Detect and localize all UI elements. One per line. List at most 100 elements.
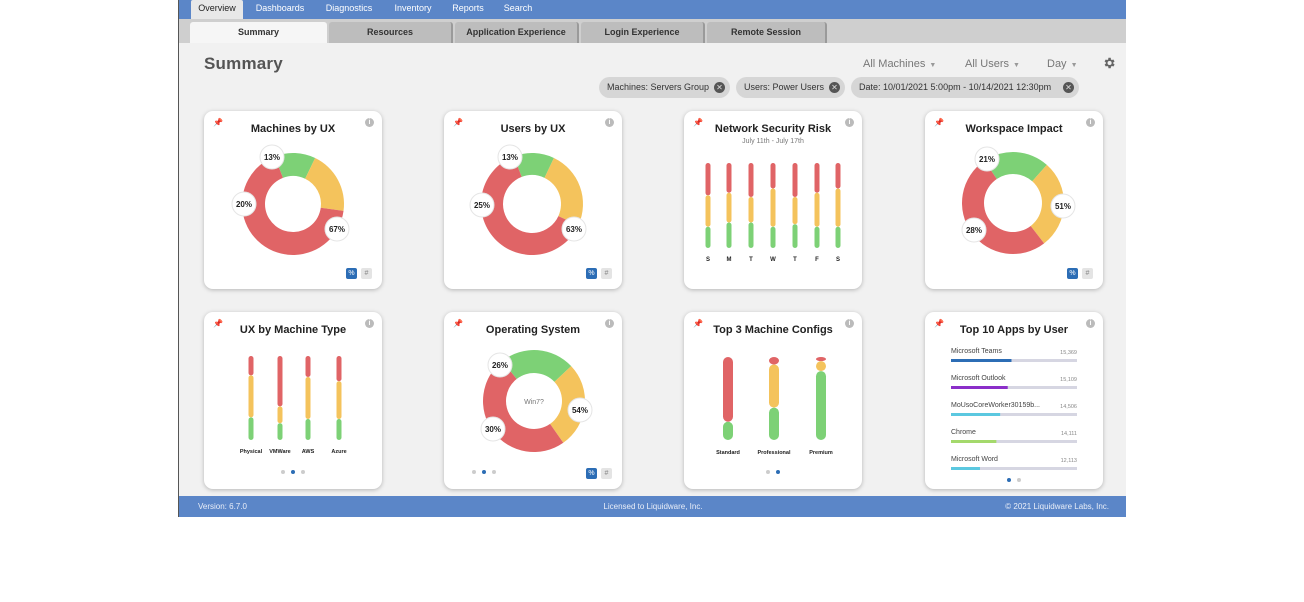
- percent-toggle[interactable]: %: [346, 268, 357, 279]
- subtab-application-experience[interactable]: Application Experience: [455, 22, 579, 43]
- bar-segment[interactable]: [277, 356, 283, 407]
- tab-reports[interactable]: Reports: [452, 3, 484, 13]
- card-operating-system[interactable]: 📌 i Operating System Win7? 26% 30% 54% % #: [444, 312, 622, 489]
- bar-segment[interactable]: [814, 226, 820, 248]
- bar-segment[interactable]: [748, 222, 754, 249]
- close-icon[interactable]: ✕: [829, 82, 840, 93]
- card-top-3-machine-configs[interactable]: 📌 i Top 3 Machine Configs Standard Profes…: [684, 312, 862, 489]
- pin-icon[interactable]: 📌: [934, 319, 944, 328]
- pagination-dots[interactable]: [444, 470, 524, 474]
- pagination-dots[interactable]: [684, 470, 862, 474]
- card-top-10-apps-by-user[interactable]: 📌 i Top 10 Apps by User Microsoft Teams 1…: [925, 312, 1103, 489]
- bar-segment[interactable]: [769, 357, 779, 365]
- bar-segment[interactable]: [336, 381, 342, 419]
- donut-slice[interactable]: [550, 366, 585, 443]
- bar-segment[interactable]: [723, 357, 733, 422]
- bar-segment[interactable]: [814, 192, 820, 227]
- info-icon[interactable]: i: [605, 118, 614, 127]
- percent-toggle[interactable]: %: [586, 468, 597, 479]
- pin-icon[interactable]: 📌: [693, 319, 703, 328]
- bar-segment[interactable]: [835, 163, 841, 189]
- tab-diagnostics[interactable]: Diagnostics: [325, 3, 373, 13]
- percent-toggle[interactable]: %: [586, 268, 597, 279]
- bar-segment[interactable]: [748, 163, 754, 197]
- donut-slice[interactable]: [481, 156, 579, 255]
- info-icon[interactable]: i: [365, 118, 374, 127]
- bar-segment[interactable]: [748, 197, 754, 223]
- pin-icon[interactable]: 📌: [453, 319, 463, 328]
- bar-segment[interactable]: [814, 163, 820, 193]
- pin-icon[interactable]: 📌: [693, 118, 703, 127]
- info-icon[interactable]: i: [365, 319, 374, 328]
- donut-slice[interactable]: [502, 350, 572, 382]
- info-icon[interactable]: i: [845, 319, 854, 328]
- pin-icon[interactable]: 📌: [453, 118, 463, 127]
- close-icon[interactable]: ✕: [714, 82, 725, 93]
- subtab-summary[interactable]: Summary: [190, 22, 327, 43]
- app-bar-fill[interactable]: [951, 440, 997, 443]
- bar-segment[interactable]: [248, 417, 254, 440]
- subtab-resources[interactable]: Resources: [329, 22, 453, 43]
- bar-segment[interactable]: [277, 406, 283, 424]
- bar-segment[interactable]: [336, 419, 342, 440]
- number-toggle[interactable]: #: [601, 268, 612, 279]
- tab-overview[interactable]: Overview: [191, 0, 243, 19]
- percent-toggle[interactable]: %: [1067, 268, 1078, 279]
- tab-dashboards[interactable]: Dashboards: [255, 3, 305, 13]
- bar-segment[interactable]: [305, 377, 311, 419]
- bar-segment[interactable]: [769, 364, 779, 408]
- subtab-remote-session[interactable]: Remote Session: [707, 22, 827, 43]
- subtab-login-experience[interactable]: Login Experience: [581, 22, 705, 43]
- bar-segment[interactable]: [769, 407, 779, 440]
- bar-segment[interactable]: [726, 222, 732, 249]
- info-icon[interactable]: i: [1086, 118, 1095, 127]
- app-bar-fill[interactable]: [951, 359, 1012, 362]
- donut-slice[interactable]: [1030, 164, 1064, 244]
- bar-segment[interactable]: [305, 356, 311, 377]
- number-toggle[interactable]: #: [1082, 268, 1093, 279]
- number-toggle[interactable]: #: [601, 468, 612, 479]
- users-filter-dropdown[interactable]: All Users ▼: [965, 58, 1020, 70]
- pin-icon[interactable]: 📌: [213, 118, 223, 127]
- gear-icon[interactable]: [1102, 56, 1116, 70]
- tab-inventory[interactable]: Inventory: [394, 3, 432, 13]
- number-toggle[interactable]: #: [361, 268, 372, 279]
- bar-segment[interactable]: [770, 188, 776, 227]
- pagination-dots[interactable]: [204, 470, 382, 474]
- bar-segment[interactable]: [248, 375, 254, 418]
- bar-segment[interactable]: [835, 226, 841, 248]
- pagination-dots[interactable]: [925, 478, 1103, 482]
- bar-segment[interactable]: [305, 419, 311, 440]
- bar-segment[interactable]: [816, 357, 826, 362]
- donut-slice[interactable]: [984, 152, 1047, 182]
- card-machines-by-ux[interactable]: 📌 i Machines by UX 13% 20% 67% % #: [204, 111, 382, 289]
- info-icon[interactable]: i: [605, 319, 614, 328]
- close-icon[interactable]: ✕: [1063, 82, 1074, 93]
- app-bar-fill[interactable]: [951, 413, 1001, 416]
- info-icon[interactable]: i: [1086, 319, 1095, 328]
- bar-segment[interactable]: [770, 163, 776, 189]
- bar-segment[interactable]: [816, 371, 826, 440]
- card-workspace-impact[interactable]: 📌 i Workspace Impact 21% 28% 51% % #: [925, 111, 1103, 289]
- machines-filter-dropdown[interactable]: All Machines ▼: [863, 58, 936, 70]
- bar-segment[interactable]: [705, 195, 711, 227]
- bar-segment[interactable]: [277, 423, 283, 440]
- pin-icon[interactable]: 📌: [213, 319, 223, 328]
- card-network-security-risk[interactable]: 📌 i Network Security Risk July 11th - Ju…: [684, 111, 862, 289]
- bar-segment[interactable]: [336, 356, 342, 382]
- bar-segment[interactable]: [792, 224, 798, 248]
- period-filter-dropdown[interactable]: Day ▼: [1047, 58, 1078, 70]
- bar-segment[interactable]: [726, 192, 732, 223]
- app-bar-fill[interactable]: [951, 386, 1008, 389]
- bar-segment[interactable]: [726, 163, 732, 193]
- donut-slice[interactable]: [544, 157, 583, 226]
- donut-slice[interactable]: [513, 153, 554, 178]
- pin-icon[interactable]: 📌: [934, 118, 944, 127]
- bar-segment[interactable]: [705, 163, 711, 196]
- donut-slice[interactable]: [274, 153, 316, 179]
- bar-segment[interactable]: [248, 356, 254, 376]
- donut-slice[interactable]: [305, 158, 344, 211]
- bar-segment[interactable]: [723, 421, 733, 440]
- bar-segment[interactable]: [792, 163, 798, 197]
- donut-slice[interactable]: [242, 156, 344, 255]
